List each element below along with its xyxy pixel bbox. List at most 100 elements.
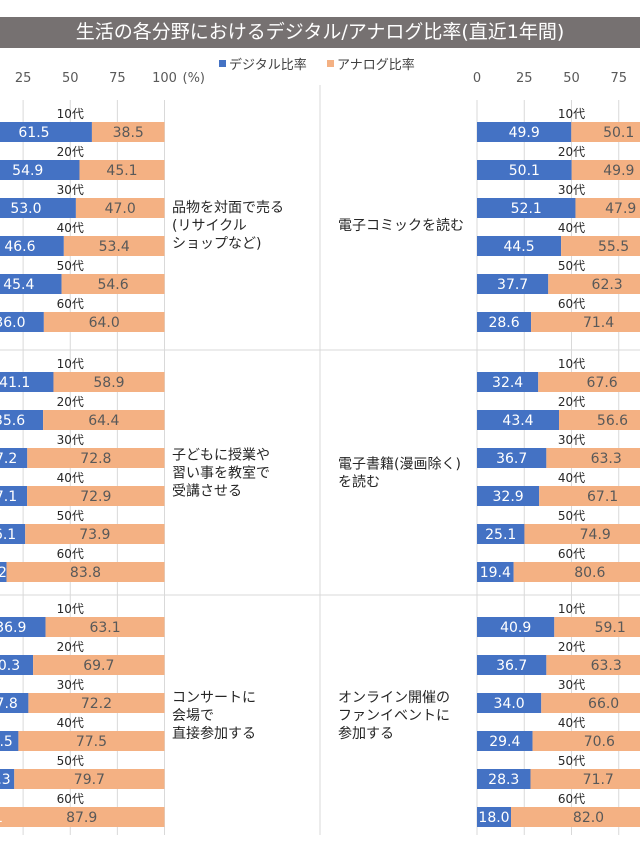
age-label: 40代 — [57, 471, 84, 485]
data-label-digital: 36.7 — [496, 658, 527, 674]
data-label-digital: 36.7 — [496, 451, 527, 467]
age-label: 40代 — [558, 471, 585, 485]
bar-analog — [531, 312, 640, 332]
axis-tick-label: 100 — [152, 71, 177, 86]
data-label-digital: 49.9 — [509, 125, 540, 141]
data-label-digital: 28.6 — [488, 315, 519, 331]
data-label-digital: 52.1 — [511, 201, 542, 217]
data-label-analog: 71.4 — [583, 315, 614, 331]
data-label-analog: 50.1 — [603, 125, 634, 141]
data-label-analog: 59.1 — [595, 620, 626, 636]
data-label-analog: 47.9 — [605, 201, 636, 217]
bar-digital — [0, 274, 62, 294]
bar-digital — [477, 122, 572, 142]
data-label-analog: 64.4 — [88, 413, 119, 429]
bar-digital — [477, 617, 555, 637]
data-label-digital: 26.1 — [0, 527, 16, 543]
bar-analog — [25, 524, 165, 544]
bar-digital — [477, 769, 531, 789]
age-label: 20代 — [57, 145, 84, 159]
data-label-digital: 27.8 — [0, 696, 18, 712]
data-label-digital: 36.0 — [0, 315, 26, 331]
data-label-digital: 35.6 — [0, 413, 25, 429]
bar-analog — [43, 410, 165, 430]
legend-swatch-digital — [219, 60, 226, 67]
data-label-analog: 63.3 — [591, 451, 622, 467]
data-label-digital: 28.3 — [488, 772, 519, 788]
bar-digital — [0, 769, 15, 789]
age-label: 60代 — [558, 547, 585, 561]
category-label: ショップなど) — [172, 236, 261, 252]
bar-analog — [541, 693, 640, 713]
bar-digital — [0, 236, 64, 256]
data-label-digital: 12.1 — [0, 810, 3, 826]
data-label-analog: 53.4 — [99, 239, 130, 255]
age-label: 10代 — [57, 107, 84, 121]
bar-digital — [0, 160, 80, 180]
data-label-digital: 20.3 — [0, 772, 11, 788]
age-label: 20代 — [57, 640, 84, 654]
data-label-digital: 19.4 — [480, 565, 511, 581]
age-label: 10代 — [558, 357, 585, 371]
data-label-digital: 34.0 — [494, 696, 525, 712]
data-label-analog: 72.8 — [80, 451, 111, 467]
data-label-digital: 22.5 — [0, 734, 13, 750]
age-label: 50代 — [57, 509, 84, 523]
category-label: オンライン開催の — [338, 690, 450, 706]
bar-digital — [477, 486, 540, 506]
data-label-analog: 66.0 — [588, 696, 619, 712]
data-label-analog: 72.2 — [81, 696, 112, 712]
category-label: 電子書籍(漫画除く) — [338, 456, 461, 473]
bar-analog — [559, 410, 640, 430]
age-label: 60代 — [558, 297, 585, 311]
bar-analog — [554, 617, 640, 637]
bar-analog — [524, 524, 640, 544]
age-label: 60代 — [57, 792, 84, 806]
bar-analog — [511, 807, 640, 827]
bar-analog — [561, 236, 640, 256]
bar-digital — [477, 312, 532, 332]
bar-analog — [28, 693, 165, 713]
age-label: 30代 — [558, 433, 585, 447]
bar-analog — [6, 562, 165, 582]
data-label-analog: 47.0 — [105, 201, 136, 217]
data-label-analog: 58.9 — [93, 375, 124, 391]
age-label: 50代 — [558, 509, 585, 523]
data-label-digital: 53.0 — [10, 201, 41, 217]
data-label-analog: 77.5 — [76, 734, 107, 750]
bar-digital — [0, 410, 44, 430]
data-label-digital: 44.5 — [503, 239, 534, 255]
data-label-analog: 74.9 — [580, 527, 611, 543]
category-label: 直接参加する — [172, 725, 256, 742]
age-label: 30代 — [558, 183, 585, 197]
data-label-digital: 18.0 — [478, 810, 509, 826]
data-label-analog: 72.9 — [80, 489, 111, 505]
bar-analog — [91, 122, 165, 142]
axis-tick-label: 50 — [62, 71, 79, 86]
axis-unit-label: (%) — [183, 71, 206, 86]
axis-tick-label: 75 — [610, 71, 627, 86]
bar-analog — [18, 731, 165, 751]
bar-digital — [0, 731, 19, 751]
bar-digital — [477, 236, 562, 256]
bar-digital — [477, 274, 549, 294]
age-label: 20代 — [558, 145, 585, 159]
data-label-analog: 71.7 — [583, 772, 614, 788]
age-label: 10代 — [558, 107, 585, 121]
age-label: 60代 — [57, 547, 84, 561]
bar-analog — [538, 372, 640, 392]
bar-analog — [53, 372, 165, 392]
bar-digital — [0, 655, 34, 675]
age-label: 50代 — [57, 754, 84, 768]
age-label: 50代 — [57, 259, 84, 273]
age-label: 50代 — [558, 754, 585, 768]
bar-digital — [477, 562, 514, 582]
age-label: 10代 — [558, 602, 585, 616]
data-label-digital: 41.1 — [0, 375, 30, 391]
bar-digital — [477, 160, 572, 180]
legend-label-digital: デジタル比率 — [229, 57, 307, 73]
data-label-digital: 25.1 — [485, 527, 516, 543]
age-label: 30代 — [57, 183, 84, 197]
category-label: 会場で — [172, 708, 214, 724]
bar-digital — [477, 731, 533, 751]
